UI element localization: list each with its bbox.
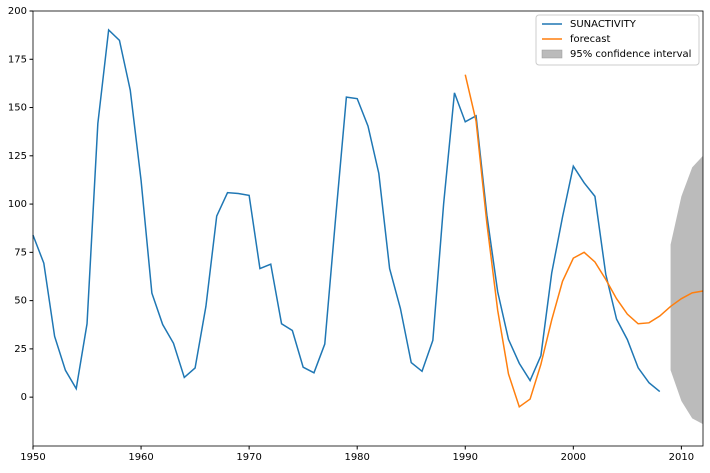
x-tick-label: 1950 xyxy=(20,452,45,463)
y-tick-label: 75 xyxy=(14,247,27,258)
y-tick-label: 175 xyxy=(8,54,27,65)
y-tick-label: 0 xyxy=(21,392,27,403)
x-tick-label: 1960 xyxy=(128,452,153,463)
plot-frame xyxy=(32,10,704,447)
x-tick-label: 1970 xyxy=(236,452,261,463)
legend-label: 95% confidence interval xyxy=(570,49,691,60)
y-tick-label: 50 xyxy=(14,296,27,307)
legend-label: forecast xyxy=(570,34,611,45)
y-tick-label: 25 xyxy=(14,344,27,355)
x-tick-label: 1980 xyxy=(344,452,369,463)
line xyxy=(464,74,704,409)
x-tick-label: 2000 xyxy=(561,452,586,463)
line xyxy=(32,28,661,393)
legend-swatch xyxy=(541,49,563,59)
legend-label: SUNACTIVITY xyxy=(570,19,637,30)
confidence-band xyxy=(670,155,703,425)
y-tick-label: 125 xyxy=(8,151,27,162)
x-tick-label: 1990 xyxy=(453,452,478,463)
y-tick-label: 100 xyxy=(8,199,27,210)
x-tick-label: 2010 xyxy=(669,452,694,463)
legend-box xyxy=(535,14,700,66)
y-tick-label: 200 xyxy=(8,6,27,17)
y-tick-label: 150 xyxy=(8,103,27,114)
